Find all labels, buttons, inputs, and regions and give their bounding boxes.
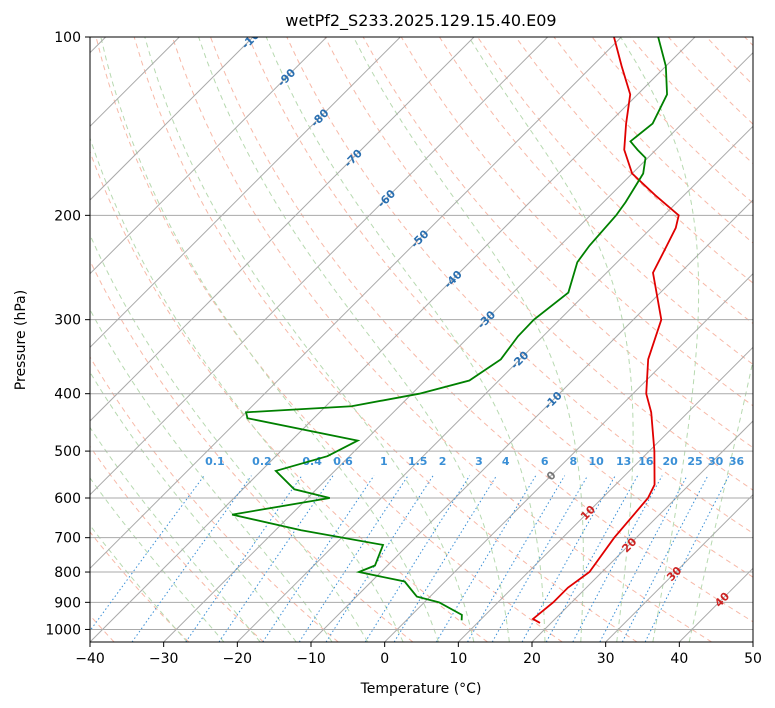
x-axis: −40 −30 −20 −10 0 10 20 30 40 50 xyxy=(75,642,762,667)
mixing-ratio-label: 8 xyxy=(570,455,578,468)
x-tick-label: 0 xyxy=(380,651,389,667)
mixing-ratio-label: 0.2 xyxy=(252,455,272,468)
isotherm-line xyxy=(384,272,753,642)
mixing-ratio-label: 20 xyxy=(663,455,679,468)
mixing-ratio-label: 13 xyxy=(616,455,631,468)
isotherm-line xyxy=(236,125,753,642)
dry-adiabat-line xyxy=(90,356,339,642)
moist-adiabat-line xyxy=(90,524,188,642)
dry-adiabat-line xyxy=(90,150,488,642)
mixing-ratio-line xyxy=(90,475,205,632)
mixing-ratio-label: 0.6 xyxy=(333,455,353,468)
x-tick-label: −20 xyxy=(223,651,253,667)
temperature-line xyxy=(531,37,680,624)
mixing-ratio-line xyxy=(298,475,409,642)
mixing-ratio-line xyxy=(435,475,537,642)
x-tick-label: 30 xyxy=(597,651,615,667)
mixing-ratio-line xyxy=(467,475,566,642)
y-axis-label: Pressure (hPa) xyxy=(13,290,29,390)
chart-title: wetPf2_S233.2025.129.15.40.E09 xyxy=(285,11,556,31)
isotherm-line xyxy=(90,37,622,570)
dry-adiabat-line xyxy=(133,37,638,642)
x-axis-label: Temperature (°C) xyxy=(360,681,482,697)
moist-adiabat-line xyxy=(90,371,297,642)
mixing-ratio-line xyxy=(521,475,616,642)
isotherm-line xyxy=(163,51,753,642)
mixing-ratio-line xyxy=(393,475,497,642)
y-tick-label: 400 xyxy=(54,387,81,403)
x-tick-label: 50 xyxy=(744,651,762,667)
y-tick-label: 500 xyxy=(54,444,81,460)
x-tick-label: 10 xyxy=(449,651,467,667)
isotherm-line xyxy=(310,199,753,642)
y-tick-label: 900 xyxy=(54,595,81,611)
dry-adiabat-line xyxy=(90,445,264,642)
mixing-ratio-label: 1.5 xyxy=(408,455,428,468)
mixing-ratio-label: 6 xyxy=(541,455,549,468)
mixing-ratio-label: 30 xyxy=(708,455,724,468)
background-lines xyxy=(90,37,753,642)
isotherm-line xyxy=(457,346,753,642)
y-tick-label: 1000 xyxy=(45,622,81,638)
dry-adiabat-line xyxy=(171,37,712,642)
mixing-ratio-label: 2 xyxy=(439,455,447,468)
x-tick-label: 20 xyxy=(523,651,541,667)
moist-adiabat-line xyxy=(620,37,700,642)
mixing-ratio-line xyxy=(185,475,303,642)
moist-adiabat-line xyxy=(90,136,404,642)
moist-adiabat-line xyxy=(144,37,475,642)
isotherm-line xyxy=(90,37,475,422)
moist-adiabat-line xyxy=(353,37,584,642)
mixing-ratio-line xyxy=(262,475,375,642)
y-tick-label: 700 xyxy=(54,531,81,547)
mixing-ratio-line xyxy=(218,475,334,642)
mixing-ratio-line xyxy=(325,475,434,642)
moist-adiabat-line xyxy=(100,37,439,642)
dewpoint-line xyxy=(231,37,668,621)
moist-adiabat-line xyxy=(90,233,369,642)
isotherm-line xyxy=(605,493,753,642)
isotherm-line xyxy=(90,37,549,496)
mixing-ratio-label: 10 xyxy=(589,455,605,468)
mixing-ratio-label: 25 xyxy=(687,455,702,468)
dry-adiabat-line xyxy=(248,37,753,578)
mixing-ratio-line xyxy=(491,475,589,642)
dry-adiabat-line xyxy=(90,531,190,642)
mixing-ratio-label: 0.1 xyxy=(205,455,225,468)
isotherm-line xyxy=(90,37,696,642)
dry-adiabat-line xyxy=(515,37,753,284)
profiles xyxy=(231,37,680,624)
isotherm-line xyxy=(90,37,328,275)
y-tick-label: 300 xyxy=(54,313,81,329)
mixing-ratio-label: 16 xyxy=(638,455,654,468)
dry-adiabat-line xyxy=(210,37,753,623)
y-tick-label: 100 xyxy=(54,30,81,46)
moist-adiabat-line xyxy=(265,37,546,642)
plot-frame xyxy=(89,36,754,643)
dry-adiabat-line xyxy=(95,37,563,642)
y-axis: 100 200 300 400 500 600 700 800 900 1000 xyxy=(45,30,90,638)
y-tick-label: 800 xyxy=(54,565,81,581)
dry-adiabat-line xyxy=(439,37,753,366)
y-tick-label: 200 xyxy=(54,208,81,224)
dry-adiabat-line xyxy=(400,37,753,407)
isotherm-line xyxy=(90,37,401,349)
mixing-ratio-line xyxy=(644,475,730,642)
moist-adiabat-line xyxy=(90,426,261,642)
x-tick-label: −10 xyxy=(296,651,326,667)
mixing-ratio-label: 4 xyxy=(502,455,510,468)
mixing-ratio-label: 3 xyxy=(475,455,483,468)
x-tick-label: 40 xyxy=(670,651,688,667)
mixing-ratio-line xyxy=(545,475,639,642)
isotherm-line xyxy=(90,37,254,201)
moist-adiabat-line xyxy=(90,477,225,642)
x-tick-label: −40 xyxy=(75,651,105,667)
x-tick-label: −30 xyxy=(149,651,179,667)
mixing-ratio-label: 1 xyxy=(380,455,388,468)
mixing-ratio-line xyxy=(364,475,471,642)
y-tick-label: 600 xyxy=(54,491,81,507)
isotherm-line xyxy=(531,420,753,642)
mixing-ratio-label: 36 xyxy=(729,455,745,468)
